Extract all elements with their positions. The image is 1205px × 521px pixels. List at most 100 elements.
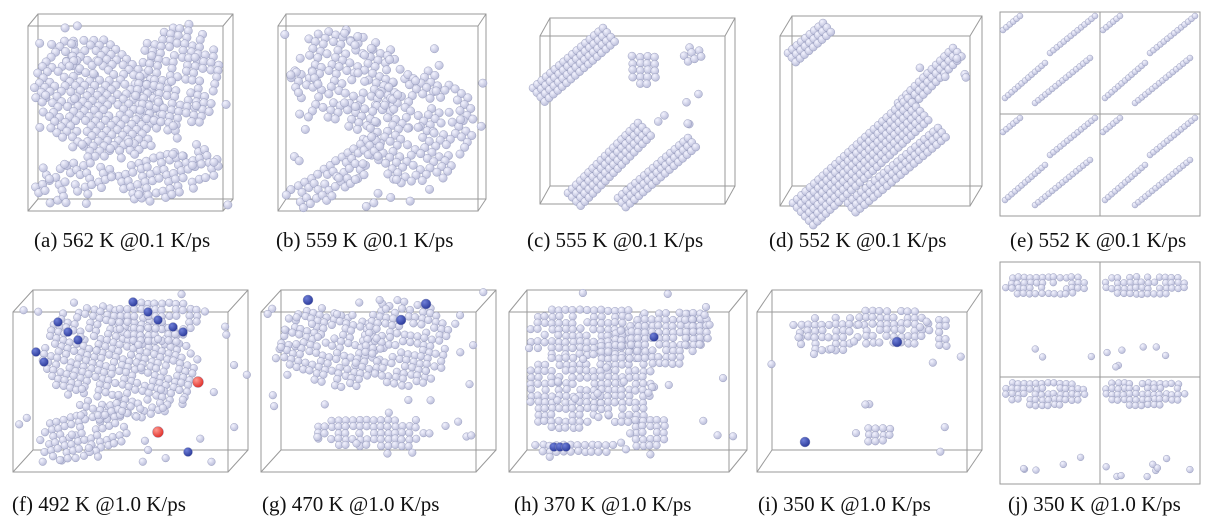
atom <box>889 313 898 322</box>
atom <box>385 55 395 65</box>
atom <box>385 333 394 342</box>
atom <box>381 158 391 168</box>
atom <box>861 400 870 409</box>
panel-a-image <box>27 13 234 212</box>
atom <box>580 441 589 450</box>
atom <box>398 374 407 383</box>
atom <box>168 149 178 159</box>
atom <box>441 421 450 430</box>
atom <box>153 97 163 107</box>
atom <box>340 351 349 360</box>
atom <box>664 380 673 389</box>
atoms-group <box>528 23 706 212</box>
atom <box>190 52 200 62</box>
atom <box>209 388 218 397</box>
atom <box>209 157 219 167</box>
atom <box>182 341 191 350</box>
atom <box>355 422 364 431</box>
atom <box>117 437 126 446</box>
atom <box>138 457 147 466</box>
atom <box>610 37 619 46</box>
atom <box>313 169 323 179</box>
atom <box>101 115 110 125</box>
atom <box>135 105 145 115</box>
periodic-image-grid <box>999 11 1201 217</box>
atom <box>72 21 82 31</box>
atom <box>1074 396 1082 404</box>
atom <box>467 131 477 140</box>
atom <box>73 313 82 322</box>
atom <box>1086 54 1094 62</box>
atom <box>621 445 630 454</box>
atom <box>320 429 329 438</box>
atom <box>456 115 465 125</box>
atom <box>67 39 76 49</box>
atom <box>350 40 360 50</box>
atom <box>1050 290 1058 298</box>
panel-d-image <box>779 15 983 230</box>
atom <box>92 346 101 355</box>
atom <box>1118 346 1126 354</box>
atom <box>609 440 618 449</box>
panel-g-image <box>260 288 497 473</box>
atom <box>862 339 871 348</box>
atom <box>854 320 863 329</box>
atom <box>153 61 163 71</box>
atom <box>447 117 457 127</box>
atom <box>63 454 72 463</box>
atom <box>444 107 454 117</box>
atom <box>398 337 407 346</box>
atom <box>67 430 76 439</box>
atom <box>952 54 962 63</box>
atom <box>465 380 474 389</box>
atom <box>597 347 606 356</box>
atom <box>330 114 340 124</box>
atom <box>361 347 370 356</box>
atom <box>590 379 599 388</box>
atom <box>348 311 357 320</box>
atom <box>476 121 486 131</box>
atom <box>604 347 613 356</box>
atom <box>79 35 89 45</box>
atom <box>1076 453 1085 461</box>
atom <box>427 147 437 157</box>
atom <box>405 196 415 206</box>
atom <box>454 417 463 426</box>
atom <box>196 159 206 169</box>
atom <box>713 431 722 440</box>
atom <box>417 352 426 361</box>
atom <box>89 332 98 341</box>
atom <box>317 304 326 313</box>
atom <box>1144 273 1152 281</box>
atom <box>377 371 386 380</box>
panel-f <box>8 282 253 473</box>
panel-j-image <box>999 261 1201 485</box>
atom <box>142 80 152 90</box>
atom <box>455 106 465 116</box>
atom <box>366 43 376 53</box>
atom <box>691 142 701 152</box>
atom <box>389 104 399 114</box>
atom <box>851 429 860 438</box>
atom <box>1041 59 1049 67</box>
atom <box>395 64 405 74</box>
atom <box>651 73 660 82</box>
atom <box>64 390 73 399</box>
atom <box>562 385 571 394</box>
atom <box>404 381 413 390</box>
atom <box>40 186 50 195</box>
atom <box>412 434 421 443</box>
atom <box>413 301 422 310</box>
atom <box>327 320 336 329</box>
atom <box>616 326 625 335</box>
atom <box>1031 290 1039 298</box>
atom <box>644 388 653 397</box>
atom <box>610 318 619 327</box>
atom <box>71 454 80 463</box>
atom <box>172 337 181 346</box>
atom <box>1008 396 1016 404</box>
atom <box>393 90 403 100</box>
atom <box>60 177 70 187</box>
atom <box>594 441 603 450</box>
atom <box>360 104 370 114</box>
